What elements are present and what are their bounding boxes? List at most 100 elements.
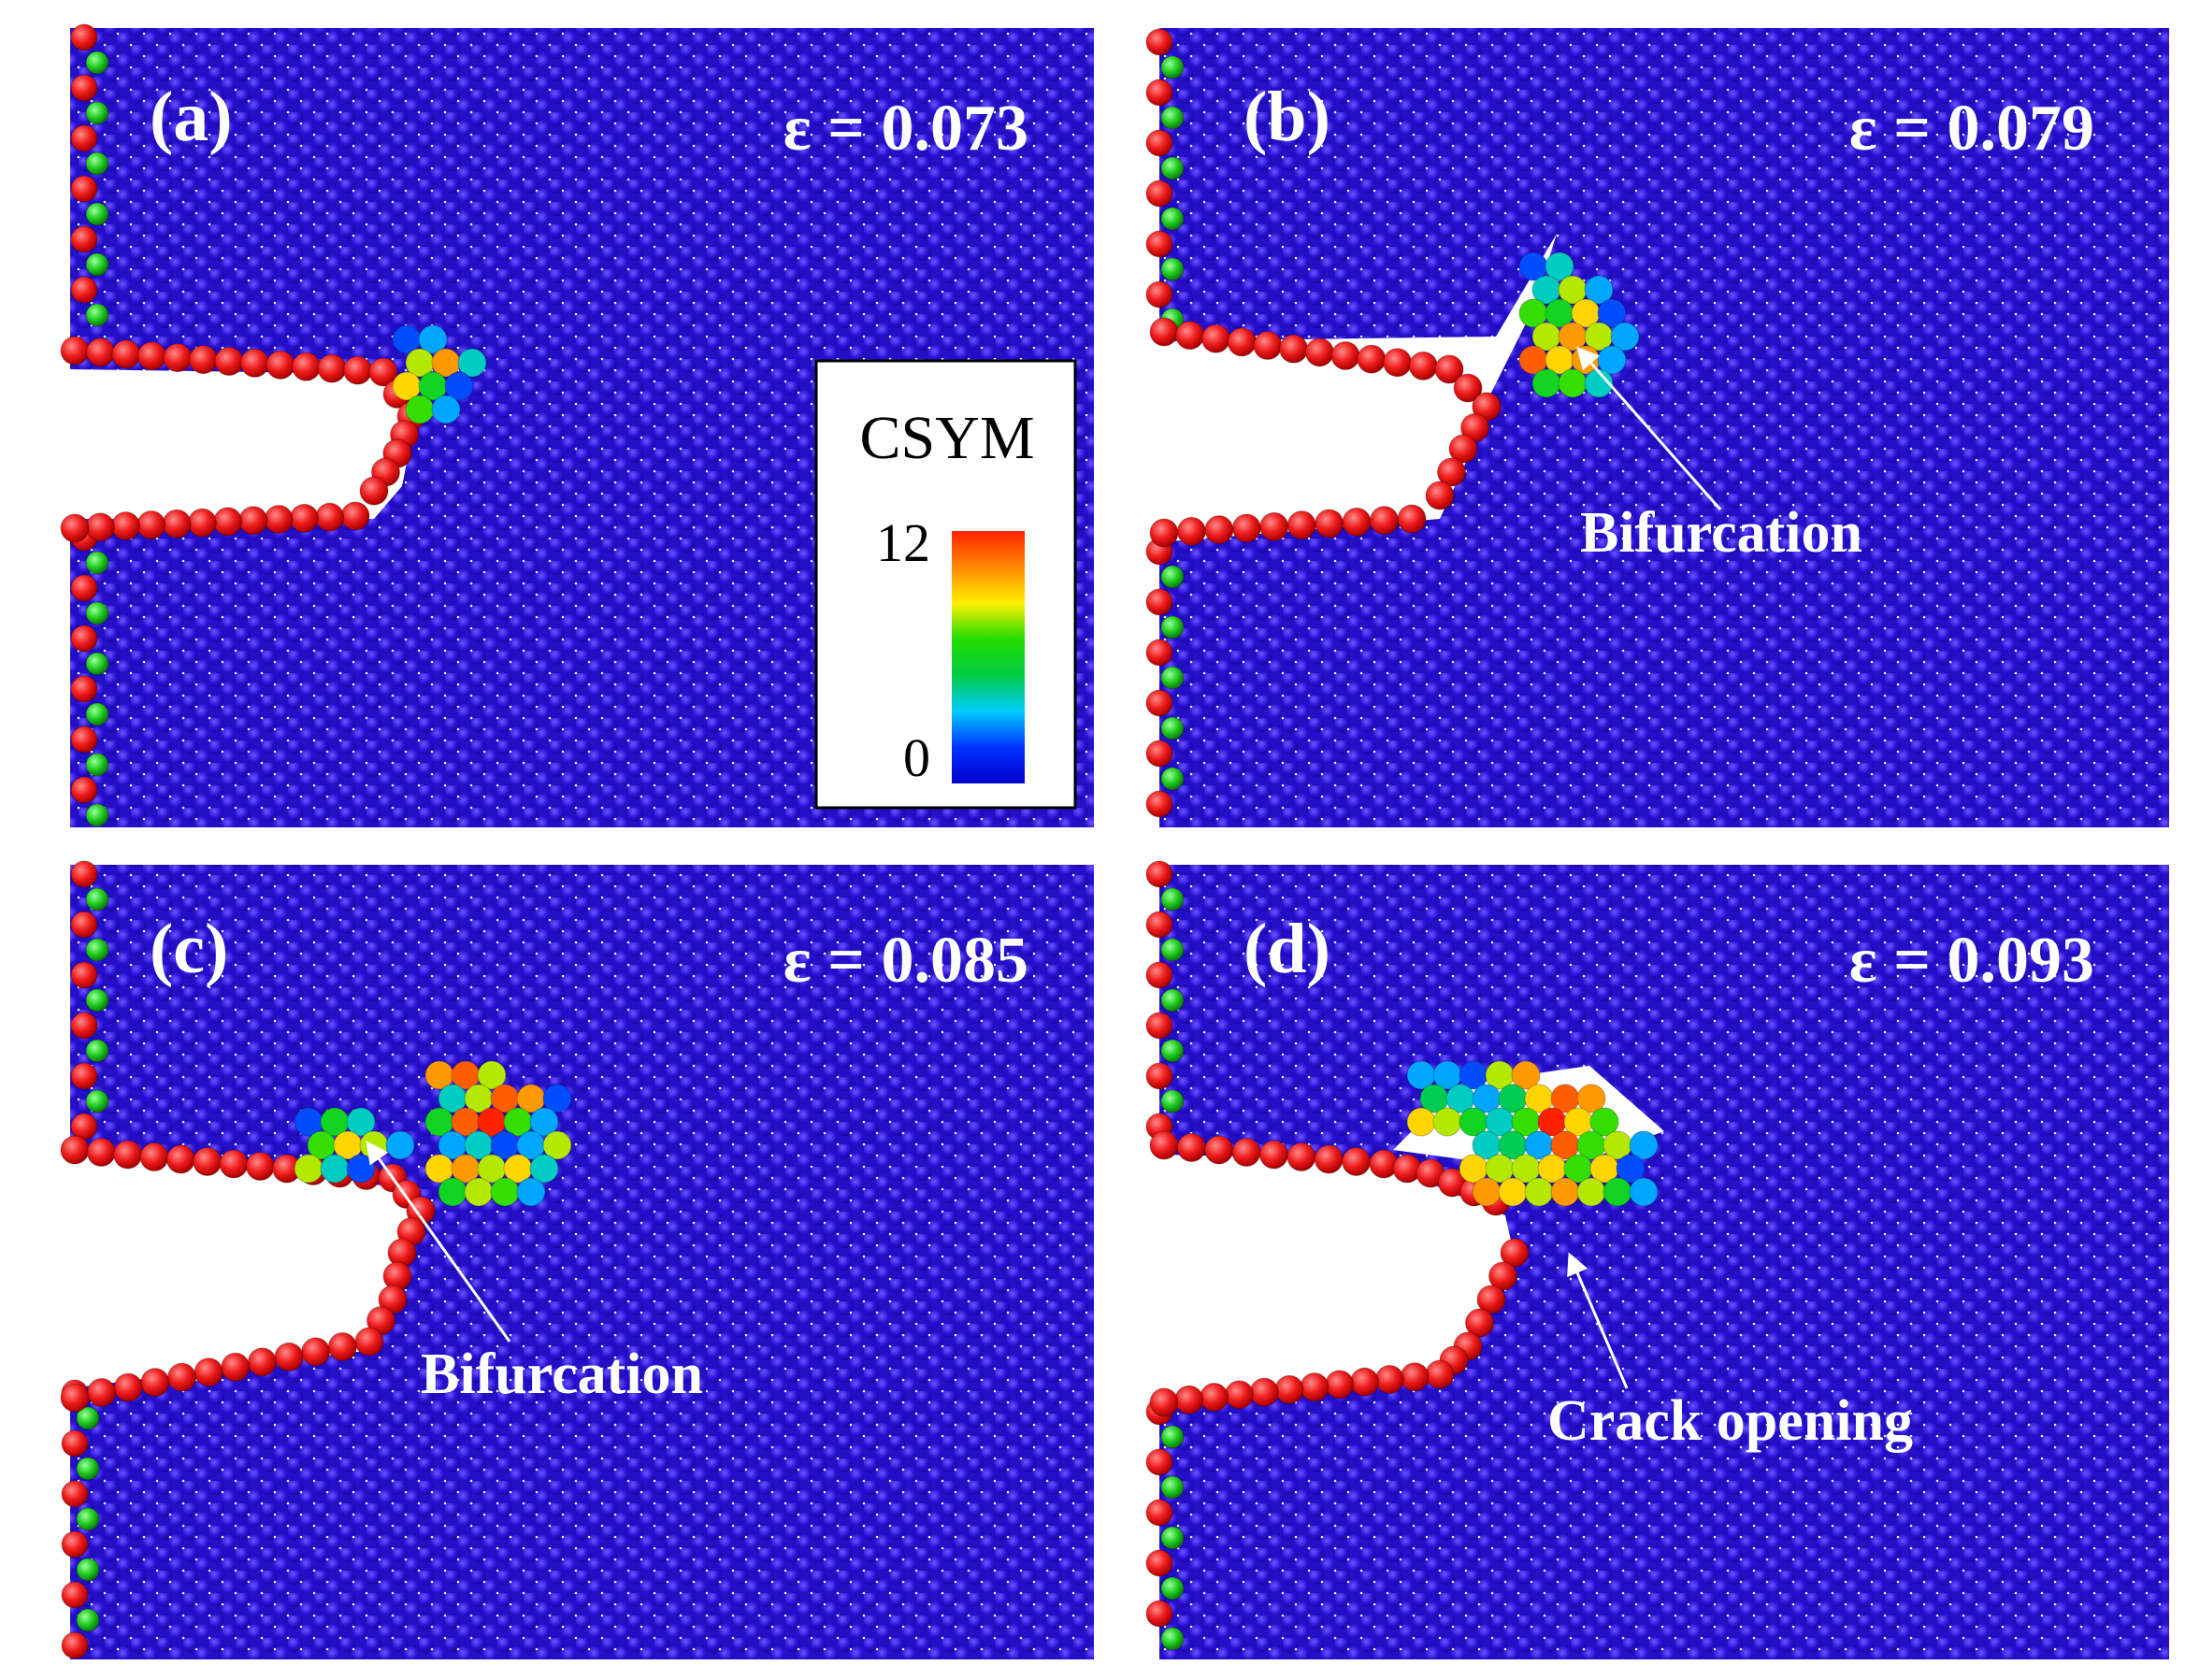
- surface-atom: [1287, 510, 1316, 540]
- surface-atom: [1434, 354, 1464, 384]
- surface-atom: [61, 1480, 89, 1508]
- panel-label: (c): [150, 910, 228, 988]
- surface-atom: [289, 503, 319, 533]
- defect-atom: [1472, 1177, 1502, 1207]
- surface-atom: [1160, 716, 1185, 740]
- defect-atom: [477, 1060, 507, 1090]
- surface-atom: [1342, 1147, 1372, 1176]
- defect-atom: [444, 371, 474, 401]
- surface-atom: [1160, 1425, 1185, 1449]
- surface-atom: [61, 1631, 89, 1659]
- defect-atoms: [1518, 251, 1640, 398]
- surface-atom: [85, 938, 109, 962]
- surface-atom: [1330, 340, 1360, 370]
- surface-atom: [163, 343, 193, 373]
- surface-atom: [1145, 280, 1173, 309]
- surface-atom: [187, 508, 217, 538]
- surface-atom: [70, 776, 98, 804]
- surface-atom: [85, 988, 109, 1012]
- surface-atom: [1160, 887, 1185, 912]
- surface-atom: [1437, 457, 1466, 487]
- defect-atom: [1584, 275, 1614, 305]
- surface-atom: [1200, 323, 1230, 353]
- surface-atom: [1425, 1359, 1455, 1389]
- surface-atom: [274, 1342, 304, 1371]
- surface-atom: [219, 1149, 249, 1179]
- surface-atom: [60, 336, 90, 366]
- surface-atom: [1174, 1385, 1204, 1414]
- surface-atom: [85, 202, 109, 226]
- surface-atom: [1160, 1526, 1185, 1550]
- defect-atom: [346, 1154, 376, 1184]
- surface-atom: [317, 353, 347, 383]
- surface-atom: [1357, 344, 1387, 374]
- surface-atom: [1397, 504, 1427, 534]
- defect-atom: [1629, 1130, 1659, 1160]
- defect-atoms: [294, 1060, 572, 1207]
- surface-atom: [315, 502, 345, 532]
- surface-atom: [85, 652, 109, 676]
- defect-atom: [516, 1177, 546, 1207]
- surface-atom: [1176, 516, 1206, 546]
- defect-atom: [405, 395, 435, 424]
- surface-atom: [70, 725, 98, 754]
- defect-atom: [1511, 1060, 1541, 1090]
- defect-atom: [542, 1084, 572, 1113]
- surface-atom: [194, 1357, 223, 1387]
- colorbar-legend: CSYM 12 0: [814, 359, 1077, 810]
- surface-atom: [1145, 860, 1173, 888]
- annotation-arrow: [1567, 1252, 1629, 1389]
- defect-atom: [1610, 322, 1640, 352]
- surface-atom: [1160, 1089, 1185, 1113]
- surface-atom: [85, 303, 109, 327]
- surface-atom: [61, 1429, 89, 1457]
- defect-atom: [529, 1154, 559, 1184]
- surface-atom: [1160, 207, 1185, 231]
- surface-atom: [1145, 1499, 1173, 1527]
- surface-atom: [1383, 348, 1413, 378]
- defect-atom: [1616, 1154, 1646, 1184]
- surface-atom: [1160, 1576, 1185, 1601]
- surface-atom: [1160, 257, 1185, 281]
- surface-atom: [1145, 1600, 1173, 1628]
- surface-atom: [189, 345, 218, 375]
- defect-atom: [1629, 1177, 1659, 1207]
- surface-atom: [1160, 1475, 1185, 1500]
- surface-atoms: [1145, 860, 1530, 1651]
- strain-value: ε = 0.079: [1849, 93, 2094, 165]
- surface-atom: [1231, 513, 1261, 543]
- surface-atom: [292, 352, 321, 381]
- colorbar-gradient: [952, 531, 1025, 783]
- surface-atom: [1145, 1549, 1173, 1577]
- surface-atom: [113, 1372, 143, 1402]
- surface-atom: [85, 551, 109, 575]
- surface-atom: [1145, 1448, 1173, 1476]
- surface-atom: [1149, 518, 1179, 548]
- surface-atom: [1400, 1362, 1430, 1392]
- surface-atom: [1145, 739, 1173, 768]
- surface-atom: [1145, 911, 1173, 939]
- surface-atom: [76, 1406, 100, 1430]
- defect-atom: [490, 1177, 520, 1207]
- surface-atom: [1253, 331, 1283, 361]
- surface-atom: [264, 505, 294, 535]
- surface-atom: [1160, 938, 1185, 962]
- defect-atoms: [1406, 1060, 1659, 1207]
- defect-atom: [1576, 1084, 1606, 1113]
- surface-atom: [1224, 1380, 1254, 1410]
- defect-atom: [346, 1107, 376, 1137]
- surface-atom: [1448, 434, 1478, 464]
- defect-atom: [438, 1177, 467, 1207]
- surface-atom: [1315, 509, 1344, 538]
- surface-atom: [70, 1012, 98, 1040]
- colorbar-min-label: 0: [903, 727, 930, 788]
- strain-value: ε = 0.073: [783, 93, 1028, 165]
- surface-atom: [85, 1039, 109, 1063]
- annotation: Crack opening: [1547, 1389, 1913, 1453]
- defect-atom: [418, 324, 448, 354]
- surface-atom: [247, 1347, 277, 1377]
- defect-atom: [1597, 298, 1627, 328]
- surface-atom: [214, 347, 244, 376]
- surface-atom: [70, 1062, 98, 1090]
